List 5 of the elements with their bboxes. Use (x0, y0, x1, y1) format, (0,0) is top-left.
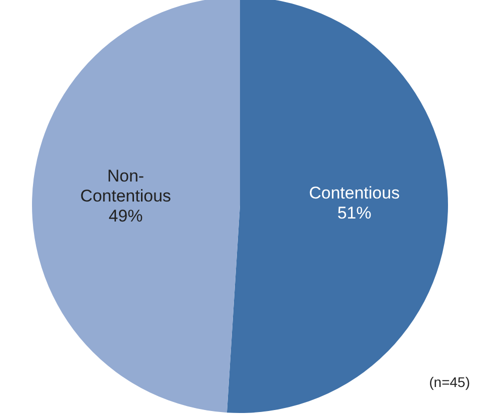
text: (n=45) (429, 374, 470, 390)
data-label: 49% (108, 206, 143, 226)
slice-label: Non-Contentious (80, 166, 172, 206)
data-label: 51% (337, 204, 372, 223)
slice-label: Contentious (308, 184, 400, 203)
